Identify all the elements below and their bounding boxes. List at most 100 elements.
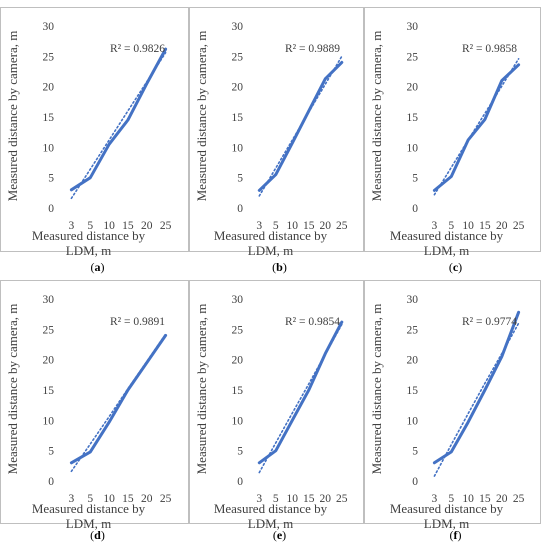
panel-caption: (f)	[450, 528, 462, 542]
x-axis-title: Measured distance by LDM, m	[390, 501, 504, 531]
x-tick-label: 25	[513, 220, 525, 232]
y-tick-label: 20	[43, 355, 55, 367]
caption-open: (	[91, 260, 95, 274]
y-tick-label: 0	[237, 476, 243, 488]
x-tick-label: 10	[103, 493, 115, 505]
y-tick-label: 30	[407, 294, 419, 306]
caption-open: (	[90, 528, 94, 542]
y-tick-label: 30	[407, 21, 419, 33]
r-squared-label: R² = 0.9854	[285, 316, 340, 328]
y-tick-label: 0	[412, 476, 418, 488]
y-tick-label: 15	[43, 112, 55, 124]
x-tick-label: 10	[287, 220, 299, 232]
y-tick-label: 5	[48, 446, 54, 458]
y-axis-title: Measured distance by camera, m	[194, 304, 209, 475]
panel-border	[189, 280, 364, 524]
r-squared-label: R² = 0.9891	[110, 316, 165, 328]
x-axis-title: Measured distance by LDM, m	[214, 228, 328, 258]
x-tick-label: 10	[103, 220, 115, 232]
x-tick-label: 15	[303, 220, 315, 232]
panel-caption: (a)	[91, 260, 105, 274]
caption-open: (	[273, 528, 277, 542]
trendline	[70, 51, 167, 200]
x-tick-label: 5	[87, 493, 93, 505]
series-line	[432, 63, 521, 192]
y-tick-label: 25	[407, 324, 419, 336]
panel-border	[0, 7, 189, 252]
trendline	[433, 322, 520, 477]
r-squared-label: R² = 0.9889	[285, 43, 340, 55]
y-axis-title: Measured distance by camera, m	[5, 304, 20, 475]
panel-border	[189, 7, 364, 252]
y-tick-label: 25	[232, 324, 244, 336]
x-tick-label: 20	[496, 493, 508, 505]
y-tick-label: 10	[407, 142, 419, 154]
panel-border	[0, 280, 189, 524]
y-tick-label: 10	[232, 415, 244, 427]
series-line	[257, 320, 344, 465]
r-squared-label: R² = 0.9858	[462, 43, 517, 55]
y-tick-label: 15	[407, 385, 419, 397]
trendline	[70, 333, 167, 473]
y-tick-label: 0	[237, 203, 243, 215]
x-tick-label: 25	[160, 493, 172, 505]
y-axis-title: Measured distance by camera, m	[369, 304, 384, 475]
y-tick-label: 5	[412, 173, 418, 185]
x-tick-label: 15	[122, 220, 134, 232]
x-tick-label: 5	[448, 220, 454, 232]
x-tick-label: 10	[462, 493, 474, 505]
y-tick-label: 15	[232, 385, 244, 397]
y-tick-label: 30	[43, 294, 55, 306]
y-tick-label: 25	[232, 51, 244, 63]
series-line	[69, 47, 168, 192]
series-line	[69, 333, 168, 465]
y-tick-label: 10	[43, 142, 55, 154]
y-tick-label: 5	[48, 173, 54, 185]
y-tick-label: 20	[43, 82, 55, 94]
caption-close: )	[282, 528, 286, 542]
y-tick-label: 0	[412, 203, 418, 215]
caption-open: (	[450, 528, 454, 542]
x-tick-label: 3	[69, 220, 75, 232]
y-tick-label: 30	[43, 21, 55, 33]
x-tick-label: 25	[160, 220, 172, 232]
caption-close: )	[101, 528, 105, 542]
y-tick-label: 10	[43, 415, 55, 427]
x-tick-label: 3	[256, 220, 262, 232]
y-tick-label: 5	[412, 446, 418, 458]
r-squared-label: R² = 0.9826	[110, 43, 165, 55]
r-squared-label: R² = 0.9774	[462, 316, 517, 328]
y-axis-title: Measured distance by camera, m	[194, 31, 209, 202]
x-axis-title: Measured distance by LDM, m	[214, 501, 328, 531]
y-tick-label: 10	[407, 415, 419, 427]
panel-caption: (d)	[90, 528, 105, 542]
caption-letter: d	[94, 528, 101, 542]
y-tick-label: 25	[43, 51, 55, 63]
x-tick-label: 10	[462, 220, 474, 232]
caption-letter: a	[95, 260, 101, 274]
caption-letter: c	[453, 260, 459, 274]
caption-close: )	[458, 260, 462, 274]
x-tick-label: 15	[122, 493, 134, 505]
x-axis-title: Measured distance by LDM, m	[32, 501, 146, 531]
y-tick-label: 15	[232, 112, 244, 124]
y-tick-label: 20	[407, 355, 419, 367]
trendline	[258, 323, 343, 474]
x-tick-label: 20	[320, 493, 332, 505]
y-tick-label: 5	[237, 446, 243, 458]
y-tick-label: 20	[407, 82, 419, 94]
y-tick-label: 15	[407, 112, 419, 124]
x-tick-label: 25	[336, 493, 348, 505]
y-axis-title: Measured distance by camera, m	[5, 31, 20, 202]
y-tick-label: 0	[48, 476, 54, 488]
x-tick-label: 25	[336, 220, 348, 232]
caption-open: (	[449, 260, 453, 274]
x-tick-label: 25	[513, 493, 525, 505]
y-tick-label: 20	[232, 355, 244, 367]
y-tick-label: 20	[232, 82, 244, 94]
panel-caption: (c)	[449, 260, 462, 274]
